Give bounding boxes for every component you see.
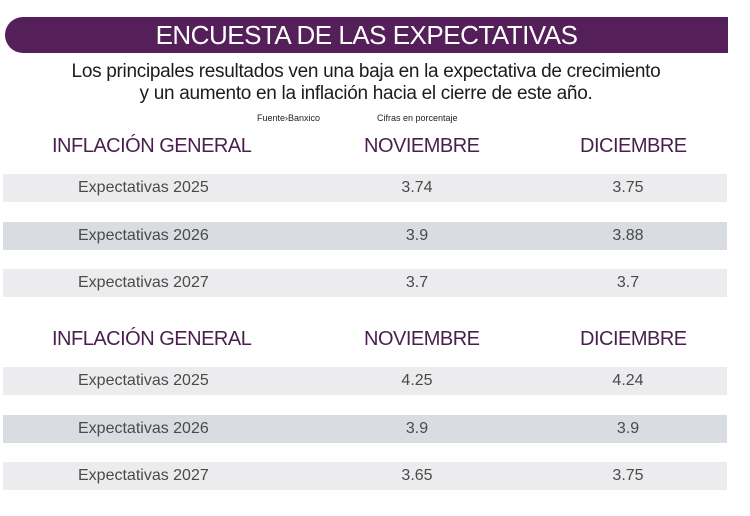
- cell-value: 3.65: [401, 467, 433, 484]
- source-note: Fuente›Banxico: [257, 113, 321, 123]
- row-label: Expectativas 2027: [78, 274, 209, 291]
- cell-value: 3.9: [616, 420, 640, 437]
- table-row: Expectativas 2025 3.74 3.75: [3, 174, 727, 202]
- units-note: Cifras en porcentaje: [377, 113, 458, 123]
- cell-value: 3.75: [612, 467, 644, 484]
- table-row: Expectativas 2025 4.25 4.24: [3, 367, 727, 395]
- column-header: INFLACIÓN GENERAL: [52, 135, 252, 157]
- subtitle-line-1: Los principales resultados ven una baja …: [71, 61, 661, 82]
- column-header: DICIEMBRE: [580, 135, 687, 157]
- row-label: Expectativas 2025: [78, 179, 209, 196]
- title-banner: ENCUESTA DE LAS EXPECTATIVAS: [5, 17, 728, 53]
- row-label: Expectativas 2026: [78, 227, 209, 244]
- column-header: NOVIEMBRE: [364, 328, 480, 350]
- table-row: Expectativas 2026 3.9 3.88: [3, 222, 727, 250]
- cell-value: 4.25: [401, 372, 433, 389]
- cell-value: 3.9: [405, 420, 429, 437]
- column-header: DICIEMBRE: [580, 328, 687, 350]
- table-row: Expectativas 2027 3.65 3.75: [3, 462, 727, 490]
- row-label: Expectativas 2025: [78, 372, 209, 389]
- table-row: Expectativas 2026 3.9 3.9: [3, 415, 727, 443]
- cell-value: 4.24: [612, 372, 644, 389]
- subtitle: Los principales resultados ven una baja …: [0, 61, 732, 105]
- table-row: Expectativas 2027 3.7 3.7: [3, 269, 727, 297]
- cell-value: 3.75: [612, 179, 644, 196]
- column-header: INFLACIÓN GENERAL: [52, 328, 252, 350]
- cell-value: 3.88: [612, 227, 644, 244]
- cell-value: 3.7: [616, 274, 640, 291]
- row-label: Expectativas 2027: [78, 467, 209, 484]
- subtitle-line-2: y un aumento en la inflación hacia el ci…: [139, 83, 593, 104]
- cell-value: 3.74: [401, 179, 433, 196]
- cell-value: 3.9: [405, 227, 429, 244]
- column-header: NOVIEMBRE: [364, 135, 480, 157]
- cell-value: 3.7: [405, 274, 429, 291]
- row-label: Expectativas 2026: [78, 420, 209, 437]
